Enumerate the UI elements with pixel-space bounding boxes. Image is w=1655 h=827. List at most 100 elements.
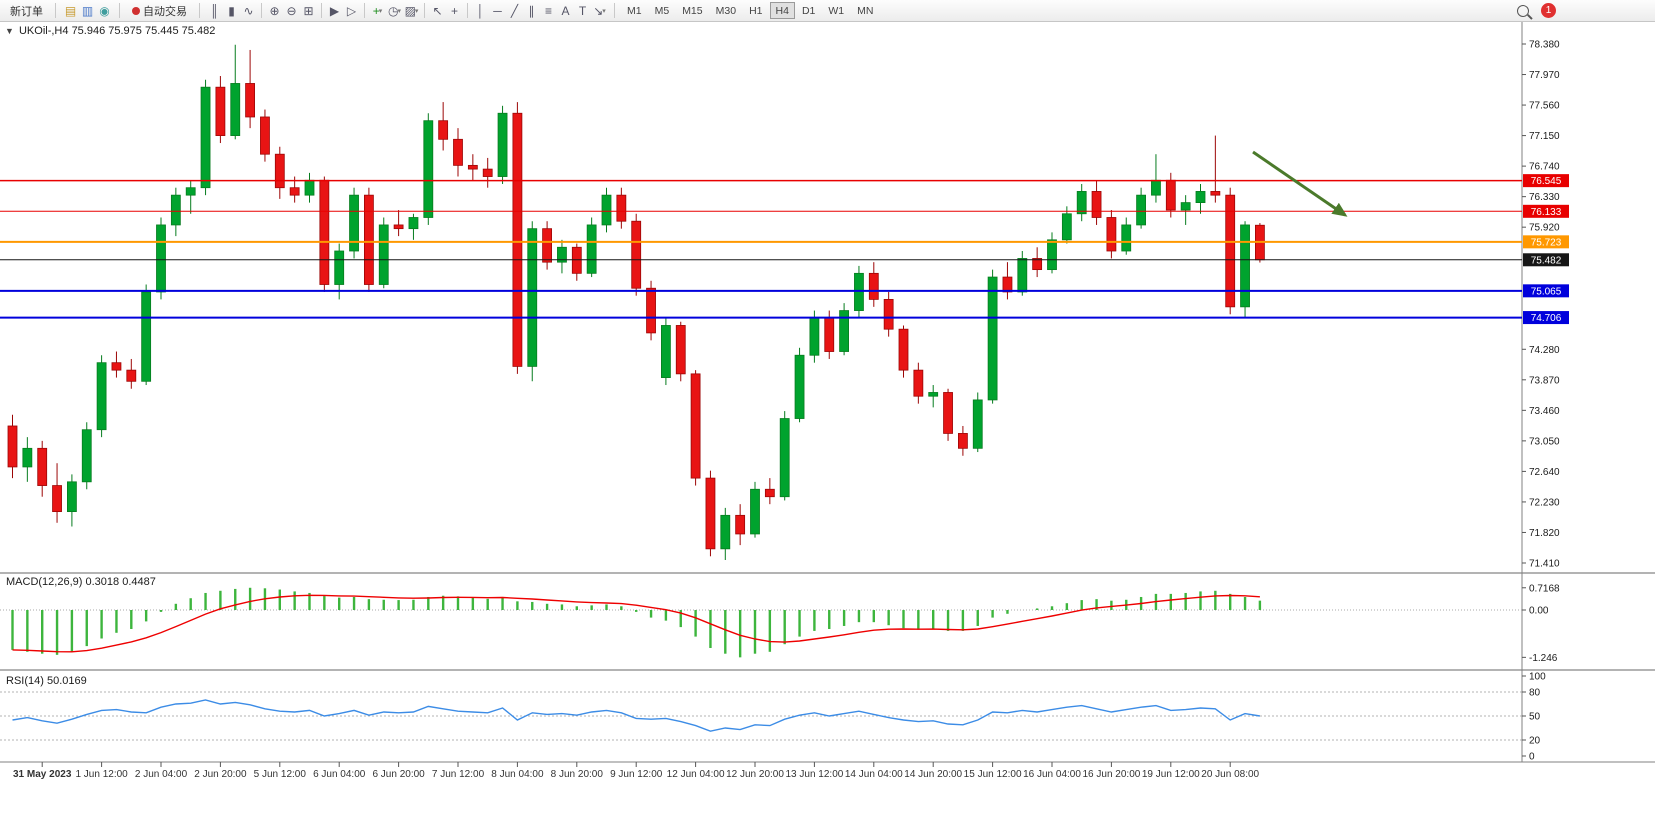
timeframe-H4[interactable]: H4 [769,2,795,19]
trendline-icon[interactable]: ╱ [510,3,519,18]
chart-collapse-icon[interactable]: ▼ [5,26,14,36]
macd-signal-line [12,594,1260,653]
svg-text:73.050: 73.050 [1529,436,1560,447]
candle [363,194,374,285]
candle [67,481,77,513]
candle [839,310,849,352]
bar-chart-icon[interactable]: ║ [210,3,219,18]
cursor-icon[interactable]: ↖ [432,3,443,18]
chevron-down-icon: ▾ [397,7,401,15]
candle [527,228,538,367]
svg-text:73.460: 73.460 [1529,406,1560,417]
crosshair-icon[interactable]: + [450,3,458,18]
timeframe-M1[interactable]: M1 [621,2,648,19]
svg-text:2 Jun 04:00: 2 Jun 04:00 [135,769,188,780]
auto-scroll-icon[interactable]: ▶ [329,3,340,18]
text-icon[interactable]: A [561,3,570,18]
svg-text:100: 100 [1529,672,1546,683]
vertical-line-icon[interactable]: │ [476,3,485,18]
chart-canvas[interactable]: 78.380 77.970 77.560 77.150 76.740 76.330 75.9… [0,22,1655,827]
candle [200,86,211,189]
search-icon[interactable] [1517,4,1529,17]
price-tag [1523,204,1569,218]
svg-text:77.970: 77.970 [1529,70,1560,81]
svg-text:74.706: 74.706 [1531,313,1562,324]
svg-text:75.920: 75.920 [1529,223,1560,234]
svg-text:13 Jun 12:00: 13 Jun 12:00 [785,769,843,780]
horizontal-line-icon[interactable]: ─ [493,3,502,18]
candle [601,194,612,226]
notification-badge[interactable]: 1 [1541,3,1556,18]
candle [408,217,419,230]
rsi-line [12,699,1261,732]
period-selector-icon[interactable]: ◷ ▾ [388,3,401,18]
tile-windows-icon[interactable]: ⊞ [303,3,314,18]
timeframe-MN[interactable]: MN [851,2,879,19]
candle [81,429,92,483]
candle [141,291,152,382]
line-chart-icon[interactable]: ∿ [243,3,254,18]
candle [96,362,107,431]
arrow-annotation[interactable] [1252,150,1348,217]
timeframe-D1[interactable]: D1 [796,2,821,19]
candle [1002,276,1013,293]
autotrading-button[interactable]: 自动交易 [126,2,193,20]
candle [1017,258,1028,293]
candle [1032,258,1043,271]
macd-indicator-label: MACD(12,26,9) 0.3018 0.4487 [6,576,156,588]
time-axis[interactable]: 31 May 2023 1 Jun 12:00 2 Jun 04:00 2 Jun 2… [13,762,1260,780]
svg-text:14 Jun 20:00: 14 Jun 20:00 [904,769,962,780]
candle [1121,224,1132,252]
svg-text:75.065: 75.065 [1531,286,1562,297]
candle [571,246,582,274]
candle [22,447,33,468]
svg-text:0: 0 [1529,752,1535,763]
svg-text:19 Jun 12:00: 19 Jun 12:00 [1142,769,1200,780]
zoom-in-icon[interactable]: ⊕ [269,3,280,18]
svg-text:78.380: 78.380 [1529,40,1560,51]
autotrading-label: 自动交易 [143,5,187,18]
candle [423,120,434,218]
candle [586,224,597,274]
svg-text:15 Jun 12:00: 15 Jun 12:00 [964,769,1022,780]
timeframe-M30[interactable]: M30 [710,2,742,19]
rsi-value: 50.0169 [46,675,87,687]
terminal-icon[interactable]: ◉ [99,3,110,18]
timeframe-M15[interactable]: M15 [676,2,708,19]
toolbar-separator [119,3,120,18]
new-chart-icon[interactable]: + ▾ [372,3,383,18]
panel-splitters[interactable] [0,22,1655,763]
svg-text:77.150: 77.150 [1529,131,1560,142]
svg-text:7 Jun 12:00: 7 Jun 12:00 [432,769,485,780]
new-order-button[interactable]: 新订单 [4,2,49,20]
candle [794,354,805,419]
text-label-icon[interactable]: T [578,3,587,18]
navigator-icon[interactable]: ▥ [81,3,94,18]
candle [646,287,656,334]
market-watch-icon[interactable]: ▤ [64,3,77,18]
svg-text:1 Jun 12:00: 1 Jun 12:00 [75,769,128,780]
equidistant-channel-icon[interactable]: ∥ [528,3,535,18]
chart-shift-icon[interactable]: ▷ [346,3,357,18]
candle [289,187,300,196]
levels-layer[interactable]: 76.545 76.133 75.723 75.482 75.065 74.706 [0,174,1569,325]
candlestick-chart-icon[interactable]: ▮ [228,3,235,18]
timeframe-M5[interactable]: M5 [649,2,676,19]
chevron-down-icon: ▾ [414,7,419,15]
zoom-out-icon[interactable]: ⊖ [286,3,297,18]
arrows-icon[interactable]: ↘ ▾ [593,3,606,18]
toolbar-separator [364,3,365,18]
candle [126,369,137,382]
fibonacci-icon[interactable]: ≡ [544,3,552,18]
timeframe-H1[interactable]: H1 [743,2,768,19]
candle [378,224,389,285]
svg-text:16 Jun 20:00: 16 Jun 20:00 [1082,769,1140,780]
timeframe-W1[interactable]: W1 [822,2,850,19]
svg-text:75.482: 75.482 [1531,255,1562,266]
candle [7,425,18,468]
candle [215,86,226,136]
template-icon[interactable]: ▨ ▾ [404,3,419,18]
candle [898,328,909,371]
toolbar-separator [424,3,425,18]
price-axis[interactable]: 78.380 77.970 77.560 77.150 76.740 76.330 75.9… [1522,40,1560,570]
